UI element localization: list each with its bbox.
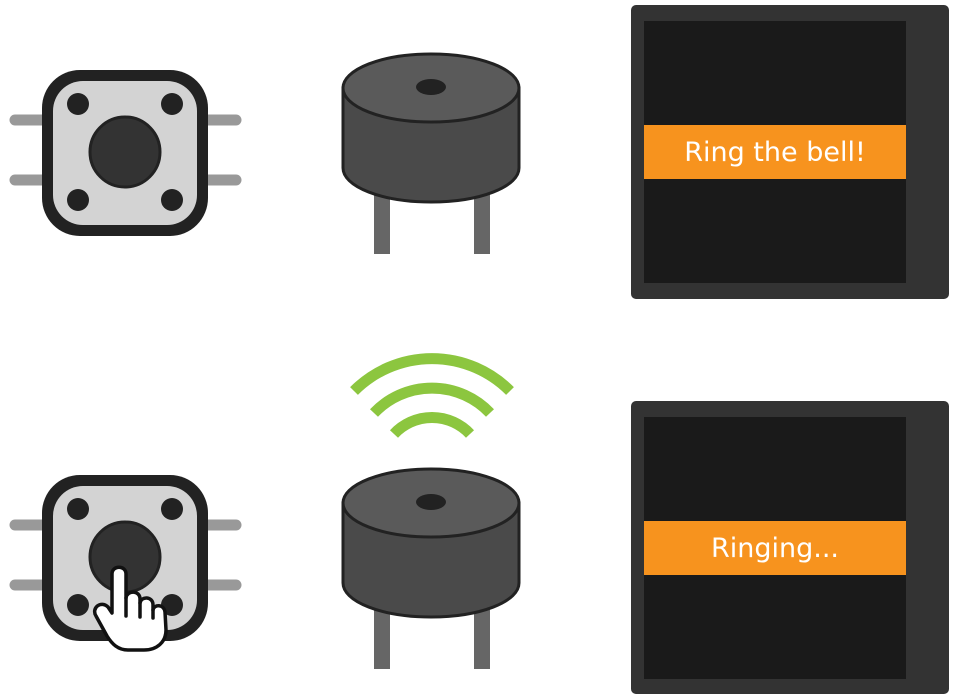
button-corner-dots [67, 93, 183, 211]
pointing-hand-icon [93, 565, 168, 652]
buzzer-legs [374, 600, 490, 669]
screen-ringing: Ringing... [631, 401, 949, 694]
screen-idle: Ring the bell! [631, 5, 949, 299]
screen-message: Ringing... [711, 533, 839, 564]
buzzer-ringing [341, 467, 521, 669]
message-banner [644, 125, 906, 179]
push-button-pressed [9, 475, 242, 641]
button-cap [88, 115, 162, 189]
buzzer-hole [416, 494, 446, 510]
idle-row: Ring the bell! [9, 5, 949, 299]
push-button-idle [9, 70, 242, 236]
buzzer-hole [416, 79, 446, 95]
buzzer-idle [341, 52, 521, 254]
buzzer-legs [374, 185, 490, 254]
ringing-row: Ringing... [9, 353, 949, 694]
screen-message: Ring the bell! [684, 137, 866, 168]
button-corner-dots [67, 498, 183, 616]
message-banner [644, 521, 906, 575]
sound-wave-icon [350, 353, 514, 438]
